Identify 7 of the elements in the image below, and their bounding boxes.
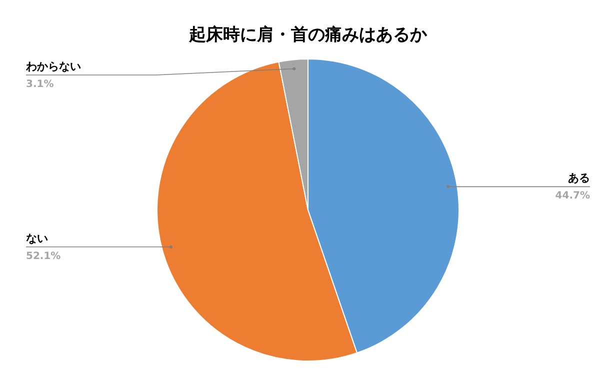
slice-label: ある [568,172,590,185]
data-label: 44.7% [555,190,590,202]
data-label: 3.1% [26,79,54,90]
slice-label: わからない [25,60,81,73]
slice-label: ない [26,232,48,245]
data-label: 52.1% [26,250,61,262]
chart-title: 起床時に肩・首の痛みはあるか [188,25,428,45]
